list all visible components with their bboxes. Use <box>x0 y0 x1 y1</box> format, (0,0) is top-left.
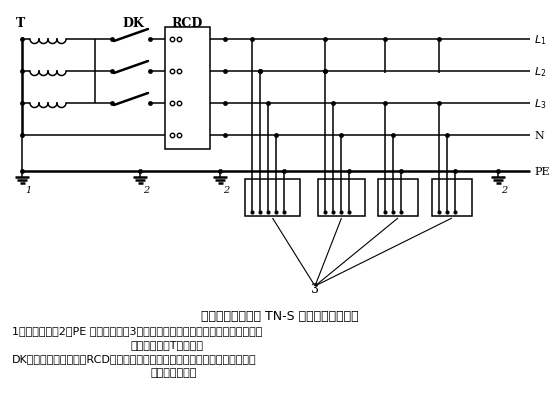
Text: RCD: RCD <box>171 17 203 30</box>
Text: PE: PE <box>534 166 549 176</box>
Text: DK: DK <box>122 17 144 30</box>
Bar <box>165 28 210 150</box>
Text: 1: 1 <box>25 186 31 194</box>
Text: T: T <box>15 17 25 30</box>
Text: 2: 2 <box>143 186 150 194</box>
Text: 导电部分）；T－变压器: 导电部分）；T－变压器 <box>130 339 203 349</box>
Text: 2: 2 <box>501 186 507 194</box>
Text: 3: 3 <box>311 283 319 296</box>
Text: DK－总电源隔离开关；RCD－总漏电保护器（兼有短路、过载、漏电保护功能: DK－总电源隔离开关；RCD－总漏电保护器（兼有短路、过载、漏电保护功能 <box>12 353 256 363</box>
Text: 2: 2 <box>223 186 229 194</box>
Text: $L_2$: $L_2$ <box>534 65 547 79</box>
Text: $L_1$: $L_1$ <box>534 33 547 47</box>
Text: 1－工作接地；2－PE 线重复接地；3－电气设备金属外壳（正常不带电的外露可: 1－工作接地；2－PE 线重复接地；3－电气设备金属外壳（正常不带电的外露可 <box>12 325 263 335</box>
Bar <box>432 180 472 217</box>
Bar <box>245 180 300 217</box>
Text: N: N <box>534 131 544 141</box>
Text: 专用变压器供电时 TN-S 接零保护系统示意: 专用变压器供电时 TN-S 接零保护系统示意 <box>201 309 359 322</box>
Bar <box>378 180 418 217</box>
Text: 的漏电断路器）: 的漏电断路器） <box>150 367 197 377</box>
Bar <box>318 180 365 217</box>
Text: $L_3$: $L_3$ <box>534 97 547 111</box>
